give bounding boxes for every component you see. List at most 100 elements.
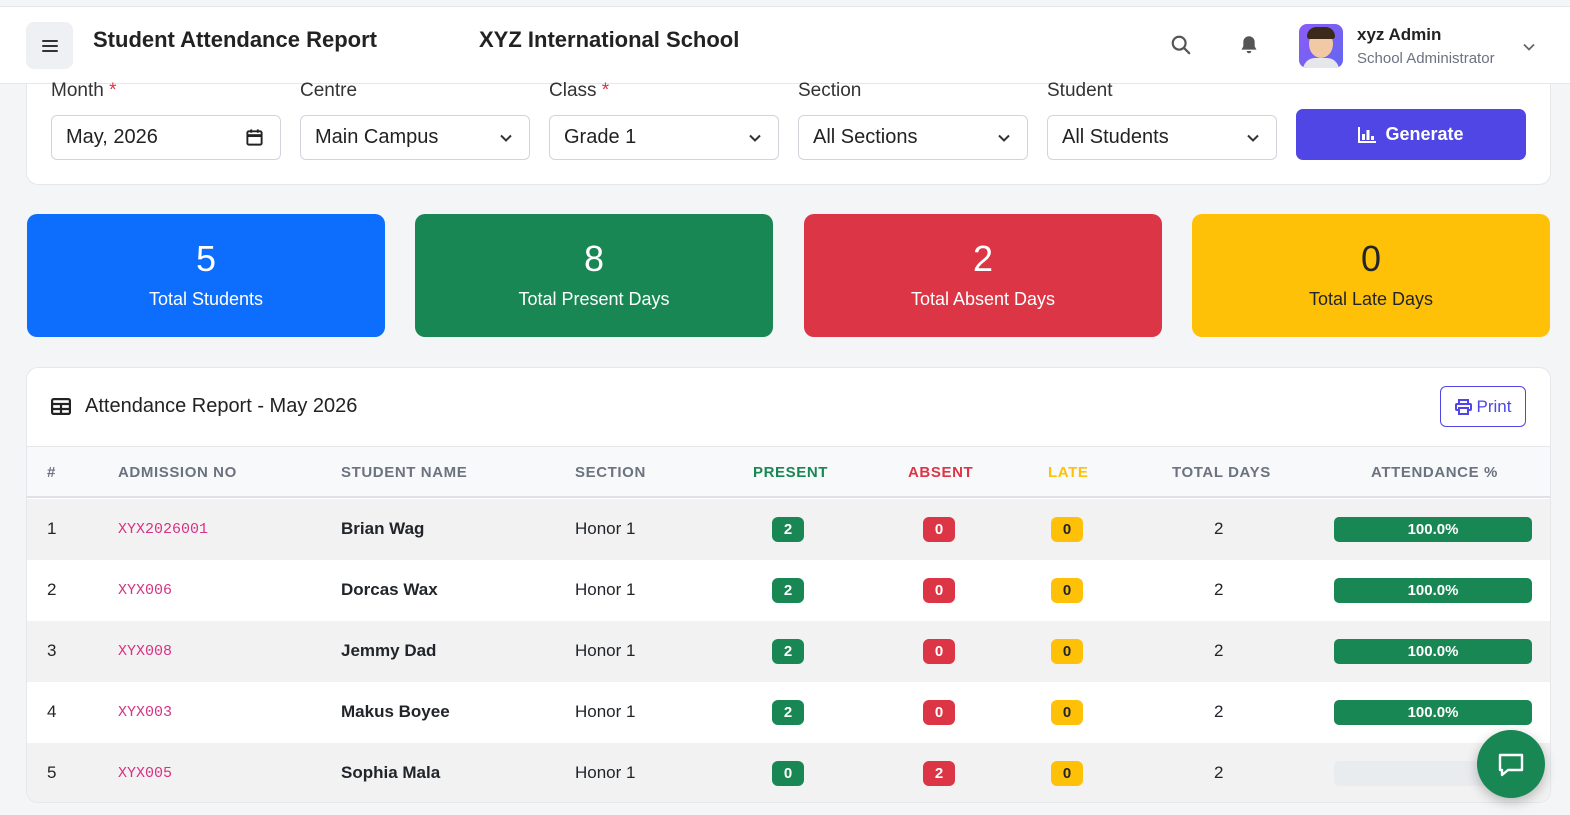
student-name: Sophia Mala [341,763,441,782]
late-badge: 0 [1051,517,1083,542]
attendance-percent: 100.0% [1334,517,1532,542]
generate-button[interactable]: Generate [1296,109,1526,160]
user-role: School Administrator [1357,50,1495,67]
student-section: Honor 1 [575,519,636,538]
table-row: 5 XYX005 Sophia Mala Honor 1 0 2 0 2 [27,743,1550,802]
student-select[interactable]: All Students [1047,115,1277,160]
student-name: Brian Wag [341,519,425,538]
chevron-down-icon[interactable] [1522,40,1536,54]
col-absent: ABSENT [908,464,974,481]
chart-icon [1358,126,1377,143]
month-picker[interactable]: May, 2026 [51,115,281,160]
stat-label: Total Absent Days [910,289,1056,309]
absent-badge: 0 [923,639,955,664]
row-number: 2 [47,580,57,599]
centre-value: Main Campus [315,126,439,148]
absent-badge: 0 [923,700,955,725]
absent-badge: 0 [923,578,955,603]
chevron-down-icon [998,134,1010,142]
print-label: Print [1476,396,1512,416]
user-avatar[interactable] [1299,24,1343,68]
total-days: 2 [1214,519,1224,538]
attendance-percent: 100.0% [1334,578,1532,603]
attendance-progress-bar: 100.0% [1334,517,1532,542]
attendance-percent: 100.0% [1334,639,1532,664]
user-name[interactable]: xyz Admin [1357,25,1442,44]
bell-icon[interactable] [1238,34,1260,56]
menu-toggle-button[interactable] [26,22,73,69]
student-name: Dorcas Wax [341,580,438,599]
admission-number: XYX003 [118,704,173,721]
col-section: SECTION [575,464,646,481]
student-name: Jemmy Dad [341,641,437,660]
student-name: Makus Boyee [341,702,450,721]
stat-value: 8 [583,238,605,279]
row-number: 5 [47,763,57,782]
report-header: Attendance Report - May 2026 Print [27,368,1550,447]
admission-number: XYX2026001 [118,521,209,538]
section-value: All Sections [813,126,918,148]
print-button[interactable]: Print [1440,386,1526,427]
stat-total-absent: 2 Total Absent Days [804,214,1162,337]
chevron-down-icon [1247,134,1259,142]
generate-label: Generate [1385,124,1464,144]
late-badge: 0 [1051,639,1083,664]
section-select[interactable]: All Sections [798,115,1028,160]
class-select[interactable]: Grade 1 [549,115,779,160]
row-number: 4 [47,702,57,721]
top-bar: Student Attendance Report XYZ Internatio… [0,6,1570,84]
admission-number: XYX008 [118,643,173,660]
table-header: # ADMISSION NO STUDENT NAME SECTION PRES… [27,447,1550,498]
table-row: 2 XYX006 Dorcas Wax Honor 1 2 0 0 2 100.0% [27,560,1550,621]
student-section: Honor 1 [575,641,636,660]
present-badge: 2 [772,639,804,664]
table-icon [51,398,71,415]
col-attendance-percent: ATTENDANCE % [1371,464,1498,481]
printer-icon [1454,398,1472,415]
student-section: Honor 1 [575,702,636,721]
attendance-progress-bar: 100.0% [1334,578,1532,603]
total-days: 2 [1214,580,1224,599]
col-present: PRESENT [753,464,829,481]
page-title: Student Attendance Report [93,27,377,52]
student-section: Honor 1 [575,763,636,782]
col-admission: ADMISSION NO [118,464,237,481]
absent-badge: 2 [923,761,955,786]
stat-label: Total Late Days [1308,289,1434,309]
stat-value: 0 [1360,238,1382,279]
stat-label: Total Students [148,289,264,309]
chat-button[interactable] [1477,730,1545,798]
total-days: 2 [1214,763,1224,782]
admission-number: XYX005 [118,765,173,782]
month-label: Month * [51,80,117,101]
centre-select[interactable]: Main Campus [300,115,530,160]
menu-icon [41,39,58,52]
absent-badge: 0 [923,517,955,542]
table-row: 3 XYX008 Jemmy Dad Honor 1 2 0 0 2 100.0% [27,621,1550,682]
col-total-days: TOTAL DAYS [1172,464,1271,481]
class-label: Class * [549,80,610,101]
present-badge: 2 [772,517,804,542]
class-value: Grade 1 [564,126,637,148]
student-section: Honor 1 [575,580,636,599]
student-value: All Students [1062,126,1169,148]
table-row: 4 XYX003 Makus Boyee Honor 1 2 0 0 2 100.0% [27,682,1550,743]
attendance-percent: 100.0% [1334,700,1532,725]
chevron-down-icon [500,134,512,142]
admission-number: XYX006 [118,582,173,599]
student-label: Student [1047,80,1113,101]
centre-label: Centre [300,80,358,101]
total-days: 2 [1214,702,1224,721]
attendance-report-card: Attendance Report - May 2026 Print # ADM… [26,367,1551,803]
calendar-icon[interactable] [245,128,264,147]
search-icon[interactable] [1170,34,1192,56]
present-badge: 2 [772,578,804,603]
attendance-progress-bar: 100.0% [1334,639,1532,664]
late-badge: 0 [1051,700,1083,725]
table-row: 1 XYX2026001 Brian Wag Honor 1 2 0 0 2 100.0% [27,499,1550,560]
late-badge: 0 [1051,761,1083,786]
stat-label: Total Present Days [518,289,670,309]
chat-icon [1498,753,1524,777]
col-late: LATE [1048,464,1089,481]
row-number: 3 [47,641,57,660]
